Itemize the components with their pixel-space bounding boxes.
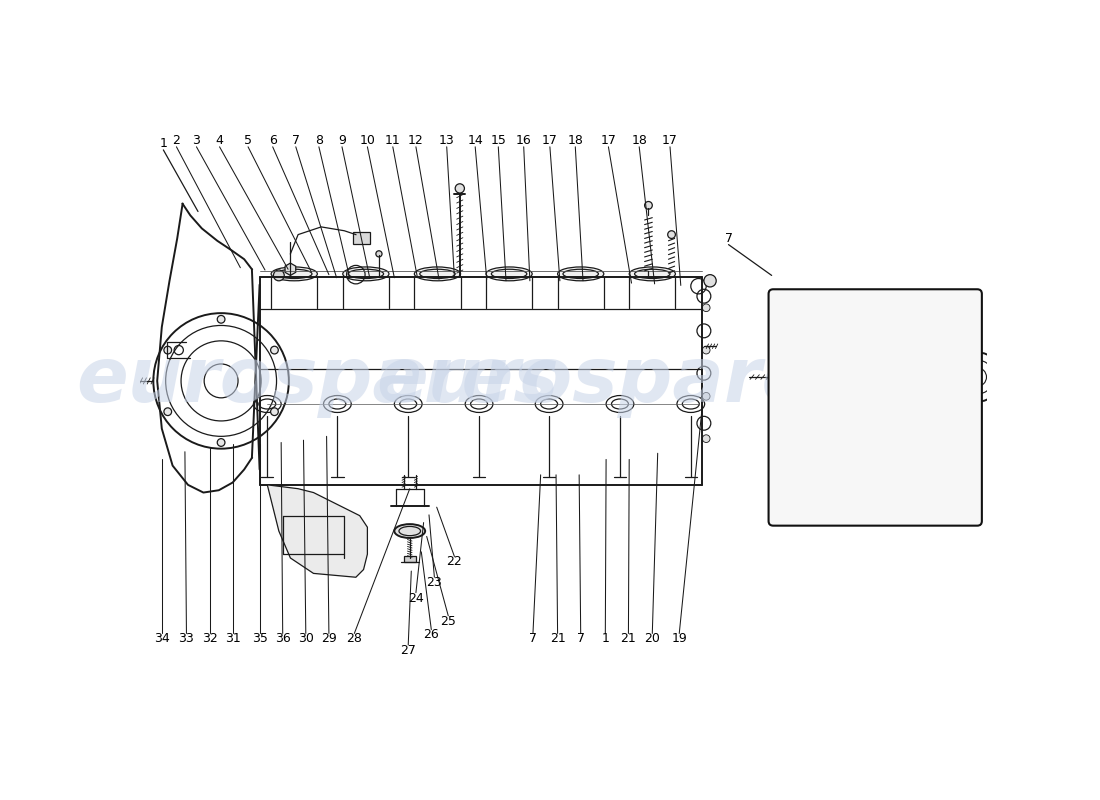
Text: 17: 17 <box>662 134 678 147</box>
Text: 3: 3 <box>192 134 200 147</box>
Circle shape <box>271 408 278 415</box>
Text: 25: 25 <box>440 614 456 628</box>
Ellipse shape <box>395 524 425 538</box>
Text: 12: 12 <box>408 134 424 147</box>
Text: 37: 37 <box>789 302 804 314</box>
Text: 1: 1 <box>602 632 609 646</box>
Text: 5: 5 <box>244 134 252 147</box>
Text: 32: 32 <box>201 632 218 646</box>
Text: 29: 29 <box>321 632 337 646</box>
Text: 9: 9 <box>338 134 345 147</box>
Text: 6: 6 <box>268 134 276 147</box>
Circle shape <box>271 346 278 354</box>
Circle shape <box>703 434 711 442</box>
Text: 2: 2 <box>173 134 180 147</box>
Text: 20: 20 <box>645 632 660 646</box>
Text: 39: 39 <box>866 302 881 314</box>
Text: Dal motore n° 1910: Dal motore n° 1910 <box>781 435 908 448</box>
Circle shape <box>975 354 980 359</box>
Circle shape <box>645 202 652 209</box>
Circle shape <box>292 529 297 534</box>
Text: 17: 17 <box>601 134 616 147</box>
Text: 15: 15 <box>491 134 506 147</box>
Circle shape <box>164 346 172 354</box>
Text: 10: 10 <box>360 134 375 147</box>
Circle shape <box>218 315 226 323</box>
Circle shape <box>316 530 327 540</box>
Text: 16: 16 <box>516 134 531 147</box>
Ellipse shape <box>415 267 461 281</box>
Text: 4: 4 <box>216 134 223 147</box>
Text: 17: 17 <box>542 134 558 147</box>
Text: 26: 26 <box>424 629 439 642</box>
Text: 18: 18 <box>631 134 647 147</box>
Circle shape <box>274 270 284 281</box>
Circle shape <box>703 304 711 312</box>
Polygon shape <box>285 263 296 275</box>
Text: 7: 7 <box>725 232 733 245</box>
Ellipse shape <box>883 327 913 338</box>
Circle shape <box>218 438 226 446</box>
Ellipse shape <box>486 267 532 281</box>
Text: eurospares: eurospares <box>376 344 859 418</box>
Bar <box>404 556 416 562</box>
Text: 36: 36 <box>275 632 290 646</box>
Circle shape <box>668 230 675 238</box>
Text: Vom motor n° 1910: Vom motor n° 1910 <box>781 481 906 494</box>
Text: 30: 30 <box>298 632 314 646</box>
Text: 13: 13 <box>439 134 454 147</box>
Text: 34: 34 <box>154 632 169 646</box>
Circle shape <box>164 408 172 415</box>
Text: 7: 7 <box>292 134 300 147</box>
Circle shape <box>339 530 350 540</box>
Text: eurospares: eurospares <box>76 344 559 418</box>
Text: 8: 8 <box>315 134 323 147</box>
Circle shape <box>704 274 716 287</box>
Ellipse shape <box>558 267 604 281</box>
Text: 21: 21 <box>550 632 565 646</box>
Text: 31: 31 <box>224 632 241 646</box>
Polygon shape <box>267 485 367 578</box>
Circle shape <box>703 393 711 400</box>
Circle shape <box>292 506 297 510</box>
Text: 19: 19 <box>671 632 688 646</box>
Text: From engine n. 1910: From engine n. 1910 <box>781 450 913 463</box>
Text: 7: 7 <box>576 632 585 646</box>
Text: Du moteur n° 1910: Du moteur n° 1910 <box>781 466 904 478</box>
Text: 21: 21 <box>620 632 636 646</box>
Circle shape <box>376 250 382 257</box>
Circle shape <box>455 184 464 193</box>
Ellipse shape <box>788 327 817 338</box>
Circle shape <box>293 530 304 540</box>
Text: 23: 23 <box>427 576 442 589</box>
Text: 27: 27 <box>400 644 416 657</box>
Text: 7: 7 <box>529 632 537 646</box>
Circle shape <box>327 506 331 510</box>
Circle shape <box>975 394 980 399</box>
Ellipse shape <box>629 267 675 281</box>
Text: 33: 33 <box>178 632 195 646</box>
Text: 14: 14 <box>468 134 483 147</box>
Text: 1: 1 <box>160 138 167 150</box>
Text: 24: 24 <box>408 591 424 605</box>
Circle shape <box>955 374 959 379</box>
Text: 18: 18 <box>568 134 583 147</box>
Circle shape <box>703 346 711 354</box>
Text: A partir del motor n° 1910: A partir del motor n° 1910 <box>781 496 949 510</box>
FancyBboxPatch shape <box>353 231 370 244</box>
Text: 11: 11 <box>385 134 400 147</box>
FancyBboxPatch shape <box>769 290 982 526</box>
Text: 22: 22 <box>447 555 462 568</box>
Text: 28: 28 <box>346 632 362 646</box>
Ellipse shape <box>343 267 389 281</box>
Circle shape <box>996 374 1000 379</box>
Circle shape <box>327 529 331 534</box>
Ellipse shape <box>271 267 318 281</box>
Text: 38: 38 <box>827 302 843 314</box>
Ellipse shape <box>836 327 865 338</box>
Text: 35: 35 <box>252 632 267 646</box>
